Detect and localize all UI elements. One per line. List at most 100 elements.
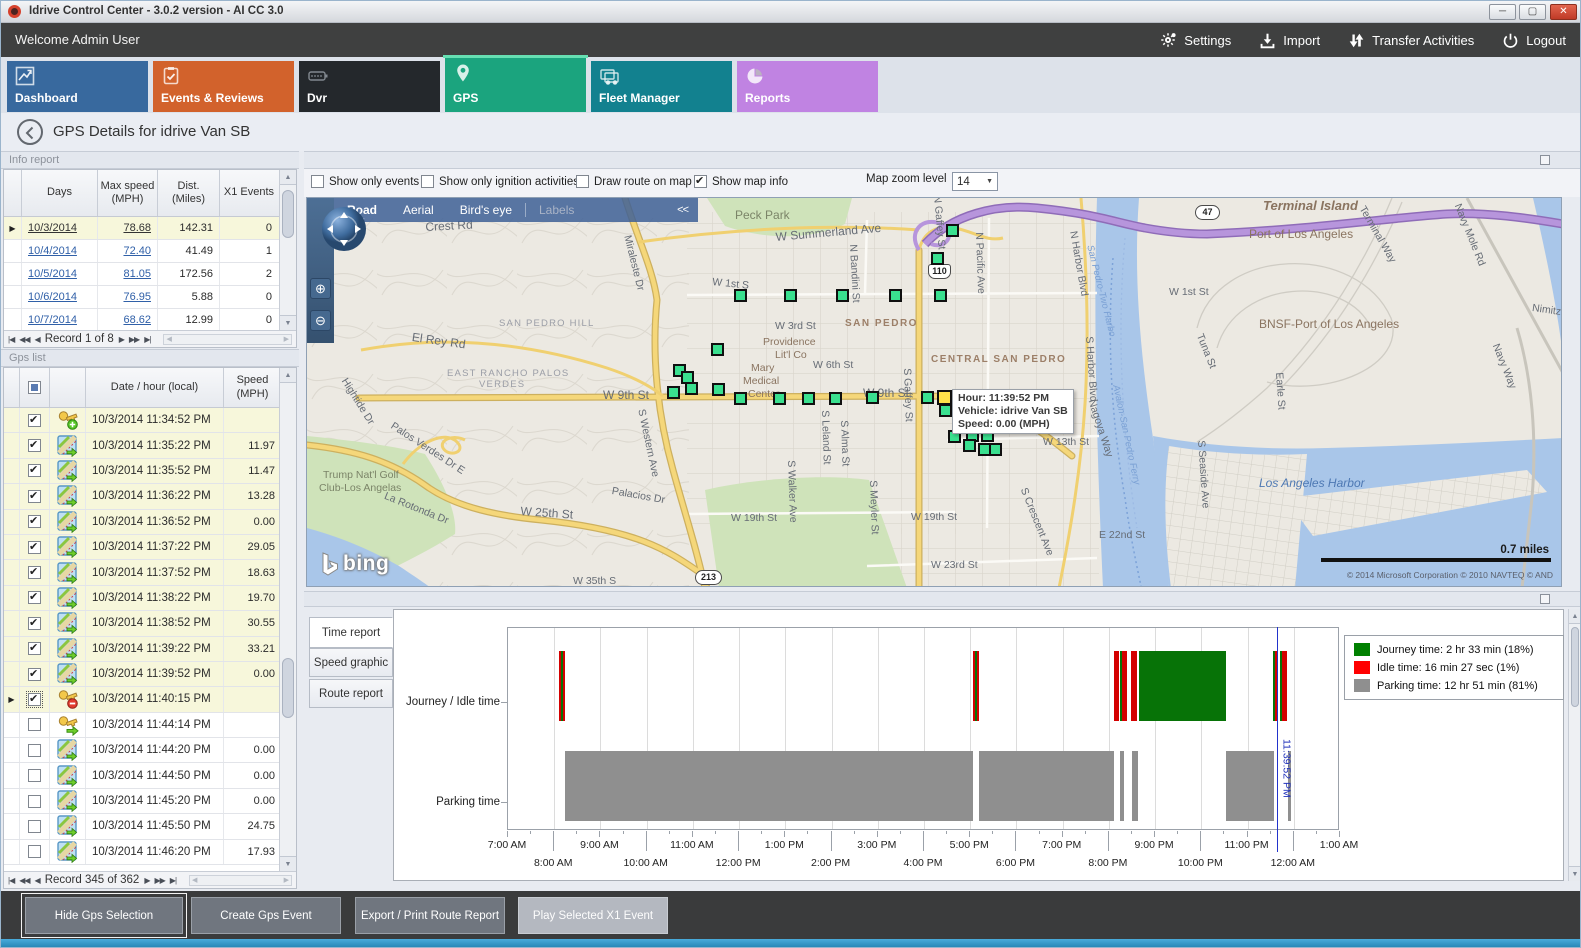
gps-marker[interactable] [733, 288, 747, 302]
checkbox-box[interactable] [421, 175, 434, 188]
map-zoom-level-dropdown[interactable]: 14 ▼ [952, 172, 998, 191]
gps-row[interactable]: 10/3/2014 11:44:50 PM 0.00 [4, 763, 296, 789]
pager-next-icon[interactable]: ▶ [118, 334, 125, 344]
gps-row[interactable]: 10/3/2014 11:44:14 PM [4, 712, 296, 739]
max-speed-link[interactable]: 78.68 [123, 222, 151, 234]
pager-first-icon[interactable]: |◀ [8, 334, 15, 344]
gps-row[interactable]: 10/3/2014 11:36:22 PM 13.28 [4, 484, 296, 510]
gps-row[interactable]: 10/3/2014 11:45:20 PM 0.00 [4, 788, 296, 815]
checkbox-show-only-events[interactable]: Show only events [311, 175, 419, 188]
hide-gps-selection-button[interactable]: Hide Gps Selection [21, 893, 187, 938]
tab-dashboard[interactable]: Dashboard [7, 61, 148, 112]
col-days[interactable]: Days [22, 170, 98, 216]
pager-last-icon[interactable]: ▶| [144, 334, 151, 344]
gps-marker[interactable] [835, 288, 849, 302]
gps-row-checkbox[interactable] [28, 718, 41, 732]
gps-row[interactable]: 10/3/2014 11:37:22 PM 29.05 [4, 534, 296, 561]
gps-row[interactable]: 10/3/2014 11:39:52 PM 0.00 [4, 661, 296, 688]
map-view-aerial[interactable]: Aerial [403, 203, 434, 217]
chart-scrollbar[interactable]: ▲ ▼ [1568, 609, 1580, 881]
export-print-route-report-button[interactable]: Export / Print Route Report [355, 897, 505, 934]
gps-row-checkbox[interactable] [28, 769, 41, 783]
gps-row[interactable]: 10/3/2014 11:37:52 PM 18.63 [4, 560, 296, 586]
gps-row[interactable]: 10/3/2014 11:38:52 PM 30.55 [4, 611, 296, 637]
pager-hscrollbar[interactable]: ◀ ▶ [189, 874, 292, 886]
tab-fleet-manager[interactable]: Fleet Manager [591, 61, 732, 112]
chart-tab-route-report[interactable]: Route report [309, 679, 393, 708]
gps-marker[interactable] [733, 391, 747, 405]
gps-row-checkbox[interactable] [28, 590, 41, 605]
gps-marker[interactable] [945, 223, 959, 237]
gps-table-scrollbar[interactable]: ▲ ▼ [279, 368, 296, 871]
gps-row-checkbox[interactable] [28, 819, 41, 833]
checkbox-box[interactable] [694, 174, 707, 188]
gps-row-checkbox[interactable] [28, 743, 41, 757]
max-speed-link[interactable]: 72.40 [123, 245, 151, 257]
gps-marker[interactable] [933, 288, 947, 302]
max-speed-link[interactable]: 76.95 [123, 291, 151, 303]
gps-row-checkbox[interactable] [28, 438, 41, 453]
col-dist[interactable]: Dist. (Miles) [158, 170, 220, 216]
gps-marker[interactable] [930, 251, 944, 265]
checkbox-box[interactable] [311, 175, 324, 188]
pager-prev-page-icon[interactable]: ◀◀ [19, 875, 30, 885]
table-row[interactable]: 10/7/2014 68.62 12.99 0 [4, 309, 296, 332]
gps-marker[interactable] [710, 342, 724, 356]
checkbox-show-only-ignition-activities[interactable]: Show only ignition activities [421, 175, 579, 188]
gps-row-checkbox[interactable] [26, 690, 43, 708]
gps-marker[interactable] [666, 385, 680, 399]
scroll-up-icon[interactable]: ▲ [280, 170, 296, 185]
tab-gps[interactable]: GPS [443, 55, 588, 112]
scroll-down-icon[interactable]: ▼ [280, 856, 296, 871]
gps-marker[interactable] [920, 390, 934, 404]
close-button[interactable]: ✕ [1550, 4, 1577, 20]
pager-first-icon[interactable]: |◀ [8, 875, 15, 885]
gps-marker[interactable] [962, 438, 976, 452]
scroll-up-icon[interactable]: ▲ [280, 368, 296, 383]
scrollbar-thumb[interactable] [1571, 627, 1579, 707]
days-link[interactable]: 10/3/2014 [28, 222, 77, 234]
create-gps-event-button[interactable]: Create Gps Event [191, 897, 341, 934]
pager-next-page-icon[interactable]: ▶▶ [128, 334, 140, 344]
gps-marker[interactable] [865, 390, 879, 404]
days-link[interactable]: 10/6/2014 [28, 291, 77, 303]
table-row[interactable]: 10/4/2014 72.40 41.49 1 [4, 240, 296, 263]
gps-marker[interactable] [684, 381, 698, 395]
gps-row-checkbox[interactable] [28, 667, 41, 681]
col-x1-events[interactable]: X1 Events [223, 186, 275, 199]
zoom-out-button[interactable]: ⊖ [310, 310, 331, 331]
select-all-header[interactable] [20, 368, 50, 407]
max-speed-link[interactable]: 68.62 [123, 314, 151, 326]
col-date-hour[interactable]: Date / hour (local) [86, 368, 224, 407]
pager-next-page-icon[interactable]: ▶▶ [154, 875, 165, 885]
checkbox-show-map-info[interactable]: Show map info [694, 174, 788, 188]
maximize-button[interactable]: ▢ [1519, 4, 1546, 20]
gps-row[interactable]: 10/3/2014 11:35:52 PM 11.47 [4, 458, 296, 485]
table-row[interactable]: ▶ 10/3/2014 78.68 142.31 0 [4, 217, 296, 240]
days-link[interactable]: 10/7/2014 [28, 314, 77, 326]
action-settings[interactable]: Settings [1159, 31, 1231, 49]
back-button[interactable] [17, 119, 43, 145]
gps-row[interactable]: 10/3/2014 11:36:52 PM 0.00 [4, 509, 296, 535]
pager-prev-page-icon[interactable]: ◀◀ [19, 334, 30, 344]
table-row[interactable]: 10/6/2014 76.95 5.88 0 [4, 286, 296, 309]
action-logout[interactable]: Logout [1502, 32, 1566, 49]
gps-row-checkbox[interactable] [28, 616, 41, 630]
gps-marker[interactable] [988, 442, 1002, 456]
gps-row[interactable]: 10/3/2014 11:35:22 PM 11.97 [4, 433, 296, 459]
tab-reports[interactable]: Reports [737, 61, 878, 112]
scrollbar-thumb[interactable] [282, 190, 294, 238]
days-link[interactable]: 10/5/2014 [28, 268, 77, 280]
tab-dvr[interactable]: Dvr [299, 61, 440, 112]
gps-row-checkbox[interactable] [28, 565, 41, 580]
pager-next-icon[interactable]: ▶ [144, 875, 150, 885]
gps-marker[interactable] [888, 288, 902, 302]
gps-marker[interactable] [711, 382, 725, 396]
scroll-right-icon[interactable]: ▶ [283, 336, 289, 343]
gps-row[interactable]: ▶ 10/3/2014 11:40:15 PM [4, 687, 296, 713]
chart-panel-maximize-button[interactable] [1540, 594, 1550, 604]
col-speed[interactable]: Speed (MPH) [236, 374, 269, 400]
map-view-labels[interactable]: Labels [525, 203, 587, 217]
gps-row-checkbox[interactable] [28, 463, 41, 478]
scrollbar-thumb[interactable] [282, 658, 294, 718]
